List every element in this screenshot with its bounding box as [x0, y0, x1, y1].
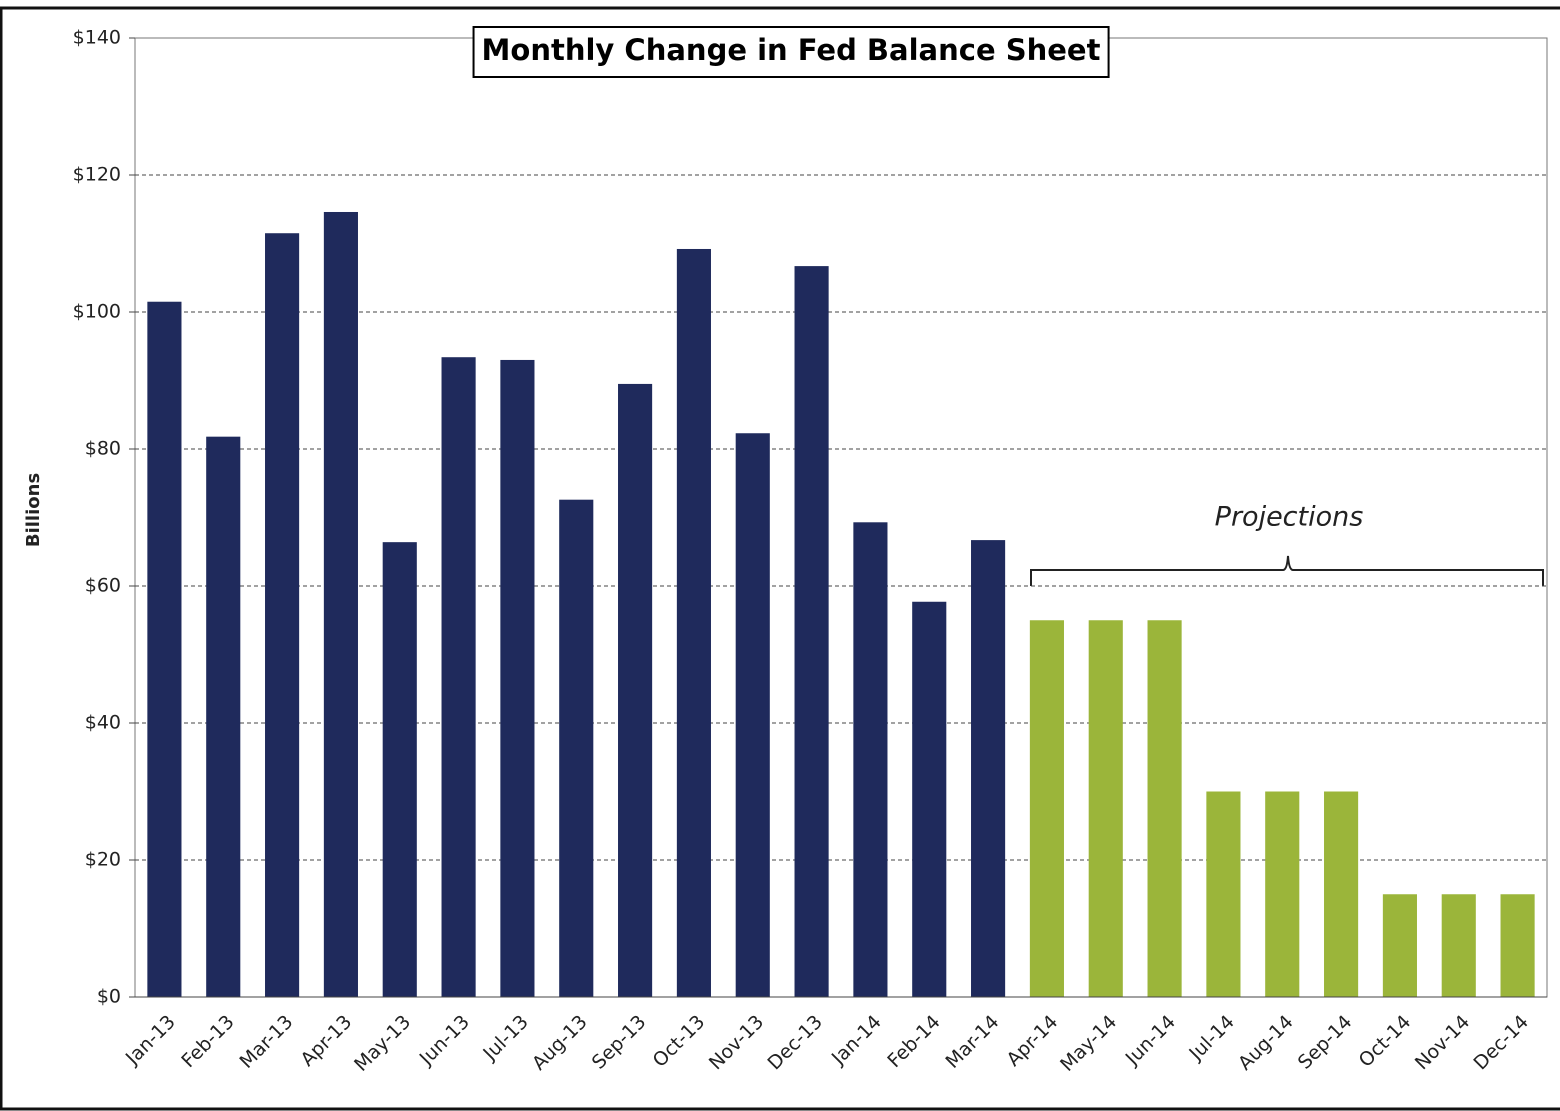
- x-tick-label: Oct-13: [649, 1011, 710, 1072]
- x-tick-label: May-13: [350, 1011, 415, 1076]
- x-tick-label: Aug-13: [528, 1011, 592, 1075]
- bar: [735, 433, 770, 997]
- bar: [1500, 894, 1535, 997]
- bar: [1324, 791, 1359, 997]
- bar: [1265, 791, 1300, 997]
- x-tick-label: Apr-14: [1002, 1011, 1062, 1071]
- x-tick-label: Jun-14: [1121, 1011, 1180, 1070]
- x-tick-label: Jun-13: [415, 1011, 474, 1070]
- bar: [794, 266, 829, 998]
- x-tick-label: Feb-14: [883, 1011, 944, 1072]
- bar: [265, 233, 300, 998]
- bar: [1029, 620, 1064, 997]
- bar: [676, 248, 711, 998]
- y-tick-label: $40: [85, 712, 121, 734]
- annotation: Projections: [1215, 502, 1364, 533]
- bar: [1382, 894, 1417, 997]
- x-tick-label: Sep-13: [588, 1011, 651, 1074]
- y-tick-label: $0: [97, 986, 121, 1008]
- y-tick-label: $100: [73, 301, 121, 323]
- bar: [1206, 791, 1241, 997]
- x-tick-label: Jan-14: [827, 1011, 886, 1070]
- x-tick-label: Oct-14: [1355, 1011, 1416, 1072]
- bar: [1441, 894, 1476, 997]
- chart-title: Monthly Change in Fed Balance Sheet: [482, 33, 1101, 67]
- y-tick-label: $80: [85, 438, 121, 460]
- x-tick-label: Nov-13: [705, 1011, 768, 1074]
- bar: [441, 357, 476, 998]
- projection-brace: [1030, 555, 1544, 586]
- bar: [147, 301, 182, 998]
- x-tick-label: Dec-13: [764, 1011, 828, 1075]
- bar: [382, 542, 417, 997]
- y-tick-label: $60: [85, 575, 121, 597]
- x-tick-label: Sep-14: [1294, 1011, 1357, 1074]
- y-axis-label: Billions: [23, 473, 44, 547]
- bar: [971, 540, 1006, 997]
- x-tick-label: Jul-13: [478, 1011, 532, 1065]
- title-box: [472, 26, 1110, 78]
- bar: [559, 499, 594, 997]
- x-tick-label: Mar-14: [942, 1011, 1004, 1073]
- bar: [912, 601, 947, 997]
- x-tick-label: Dec-14: [1470, 1011, 1534, 1075]
- x-tick-label: Jul-14: [1184, 1011, 1238, 1065]
- bar: [323, 211, 358, 998]
- y-tick-label: $140: [73, 27, 121, 49]
- bar: [853, 522, 888, 997]
- bar: [1088, 620, 1123, 997]
- bar: [500, 359, 535, 997]
- plot-area: [134, 37, 1548, 998]
- x-tick-label: Nov-14: [1411, 1011, 1474, 1074]
- bar: [618, 383, 653, 997]
- x-tick-label: Aug-14: [1234, 1011, 1298, 1075]
- frame: [0, 6, 1560, 1111]
- x-tick-label: Feb-13: [177, 1011, 238, 1072]
- bar: [206, 436, 241, 997]
- x-tick-label: May-14: [1056, 1011, 1121, 1076]
- bar: [1147, 620, 1182, 997]
- y-tick-label: $120: [73, 164, 121, 186]
- x-tick-label: Apr-13: [296, 1011, 356, 1071]
- x-tick-label: Mar-13: [236, 1011, 298, 1073]
- y-tick-label: $20: [85, 849, 121, 871]
- x-tick-label: Jan-13: [121, 1011, 180, 1070]
